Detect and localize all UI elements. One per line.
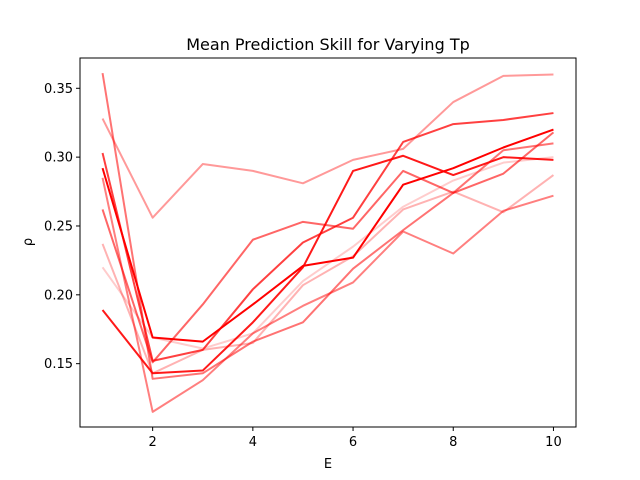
y-tick-label: 0.25 xyxy=(44,219,73,234)
series-line-9 xyxy=(101,154,554,375)
y-axis-label: ρ xyxy=(21,238,36,246)
series-line-5 xyxy=(101,177,554,413)
series-line-7 xyxy=(101,174,555,375)
y-tick-label: 0.15 xyxy=(44,357,73,372)
x-axis: 2 4 6 8 10 xyxy=(149,427,562,450)
series-line-3 xyxy=(101,112,554,362)
series-line-1 xyxy=(101,72,554,380)
x-axis-label: E xyxy=(324,457,332,472)
x-tick-label: 8 xyxy=(449,435,457,450)
series-layer xyxy=(101,72,555,413)
series-line-2 xyxy=(101,73,554,219)
chart-title: Mean Prediction Skill for Varying Tp xyxy=(186,35,470,54)
series-line-8 xyxy=(101,156,554,350)
y-tick-label: 0.20 xyxy=(44,288,73,303)
x-tick-label: 4 xyxy=(249,435,257,450)
series-line-4 xyxy=(101,128,554,343)
y-tick-label: 0.30 xyxy=(44,151,73,166)
series-line-6 xyxy=(101,131,555,364)
y-tick-label: 0.35 xyxy=(44,82,73,97)
x-tick-label: 6 xyxy=(349,435,357,450)
y-axis: 0.15 0.20 0.25 0.30 0.35 xyxy=(44,82,80,372)
x-tick-label: 10 xyxy=(545,435,562,450)
x-tick-label: 2 xyxy=(149,435,157,450)
plot-frame xyxy=(79,57,577,428)
